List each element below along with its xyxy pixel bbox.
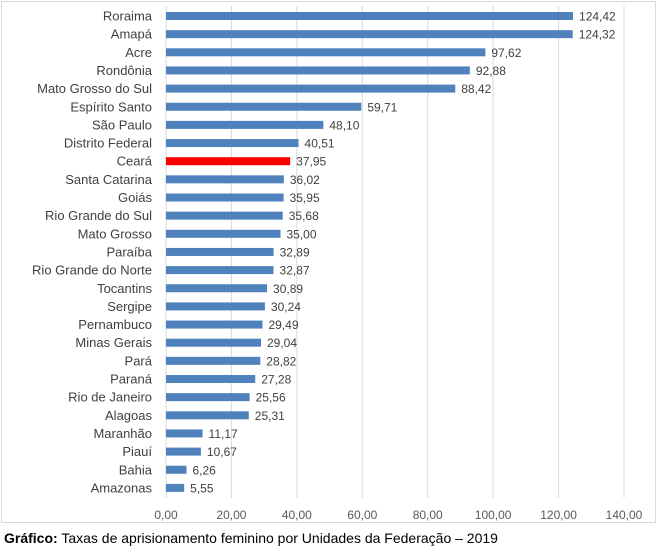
category-label: Mato Grosso [78, 226, 152, 241]
chart-caption: Gráfico: Taxas de aprisionamento feminin… [4, 530, 498, 546]
caption-prefix: Gráfico: [4, 530, 58, 546]
bar [166, 157, 291, 166]
category-label: Minas Gerais [75, 335, 152, 350]
bar [166, 175, 284, 184]
x-tick-label: 60,00 [347, 508, 377, 522]
category-label: Ceará [117, 154, 153, 169]
value-label: 11,17 [209, 427, 238, 441]
bar [166, 393, 250, 402]
bar [166, 12, 574, 20]
value-label: 27,28 [261, 373, 291, 387]
value-label: 25,31 [255, 409, 285, 423]
category-label: Alagoas [105, 408, 152, 423]
bar [166, 48, 486, 57]
bar [166, 211, 283, 220]
bar [166, 483, 185, 492]
category-label: Rio Grande do Sul [45, 208, 152, 223]
category-label: Sergipe [107, 299, 152, 314]
value-label: 48,10 [329, 118, 359, 132]
bar-chart: 0,00 20,00 40,00 60,00 80,00 100,00 120,00 140,… [32, 6, 643, 522]
value-label: 30,89 [273, 282, 303, 296]
value-label: 28,82 [266, 354, 296, 368]
value-label: 35,95 [290, 191, 320, 205]
x-tick-label: 0,00 [154, 508, 178, 522]
category-label: Pará [125, 353, 153, 368]
bar [166, 84, 456, 93]
value-label: 36,02 [290, 173, 320, 187]
category-label: Goiás [118, 190, 152, 205]
bar [166, 411, 249, 420]
value-label: 32,87 [280, 264, 310, 278]
category-label: Espírito Santo [70, 99, 152, 114]
bar [166, 229, 281, 238]
category-label: Roraima [103, 9, 153, 24]
category-label: Piauí [122, 444, 152, 459]
category-label: Paraná [110, 372, 153, 387]
value-label: 92,88 [476, 64, 506, 78]
bar [166, 120, 324, 129]
bar [166, 356, 261, 365]
bar [166, 338, 262, 347]
caption-text: Taxas de aprisionamento feminino por Uni… [57, 530, 498, 546]
value-label: 124,32 [579, 28, 616, 42]
x-tick-label: 100,00 [475, 508, 512, 522]
value-label: 35,68 [289, 209, 319, 223]
category-label: São Paulo [92, 117, 152, 132]
bar [166, 284, 268, 293]
bar [166, 102, 362, 111]
category-label: Bahia [119, 462, 153, 477]
value-label: 29,49 [268, 318, 298, 332]
value-label: 5,55 [190, 481, 214, 495]
value-label: 124,42 [579, 10, 616, 24]
value-label: 59,71 [367, 100, 397, 114]
category-label: Rio de Janeiro [68, 390, 152, 405]
bar [166, 375, 256, 383]
bar [166, 447, 201, 456]
value-label: 40,51 [305, 137, 335, 151]
category-label: Rondônia [96, 63, 152, 78]
category-label: Mato Grosso do Sul [37, 81, 152, 96]
bar [166, 465, 187, 474]
bar [166, 30, 573, 39]
category-label: Amazonas [91, 480, 153, 495]
value-label: 10,67 [207, 445, 237, 459]
value-label: 32,89 [280, 245, 310, 259]
value-label: 37,95 [296, 155, 326, 169]
x-tick-label: 40,00 [282, 508, 312, 522]
value-label: 30,24 [271, 300, 301, 314]
bar [166, 302, 265, 311]
bar [166, 247, 274, 256]
category-label: Paraíba [106, 244, 152, 259]
value-label: 29,04 [267, 336, 297, 350]
category-label: Tocantins [97, 281, 152, 296]
value-label: 6,26 [192, 463, 216, 477]
value-label: 35,00 [287, 227, 317, 241]
x-tick-label: 140,00 [606, 508, 643, 522]
value-label: 97,62 [491, 46, 521, 60]
category-label: Maranhão [93, 426, 152, 441]
x-tick-label: 120,00 [540, 508, 577, 522]
category-label: Santa Catarina [65, 172, 152, 187]
bar [166, 193, 284, 202]
bar [166, 429, 203, 438]
x-tick-label: 80,00 [413, 508, 443, 522]
bar [166, 66, 470, 75]
category-label: Amapá [111, 27, 153, 42]
bar [166, 266, 274, 275]
x-tick-label: 20,00 [216, 508, 246, 522]
category-label: Rio Grande do Norte [32, 263, 152, 278]
category-label: Distrito Federal [64, 136, 152, 151]
chart-frame [1, 1, 656, 523]
bar [166, 139, 299, 148]
category-label: Acre [125, 45, 152, 60]
bar [166, 320, 263, 329]
value-label: 88,42 [461, 82, 491, 96]
value-label: 25,56 [256, 391, 286, 405]
category-label: Pernambuco [78, 317, 152, 332]
